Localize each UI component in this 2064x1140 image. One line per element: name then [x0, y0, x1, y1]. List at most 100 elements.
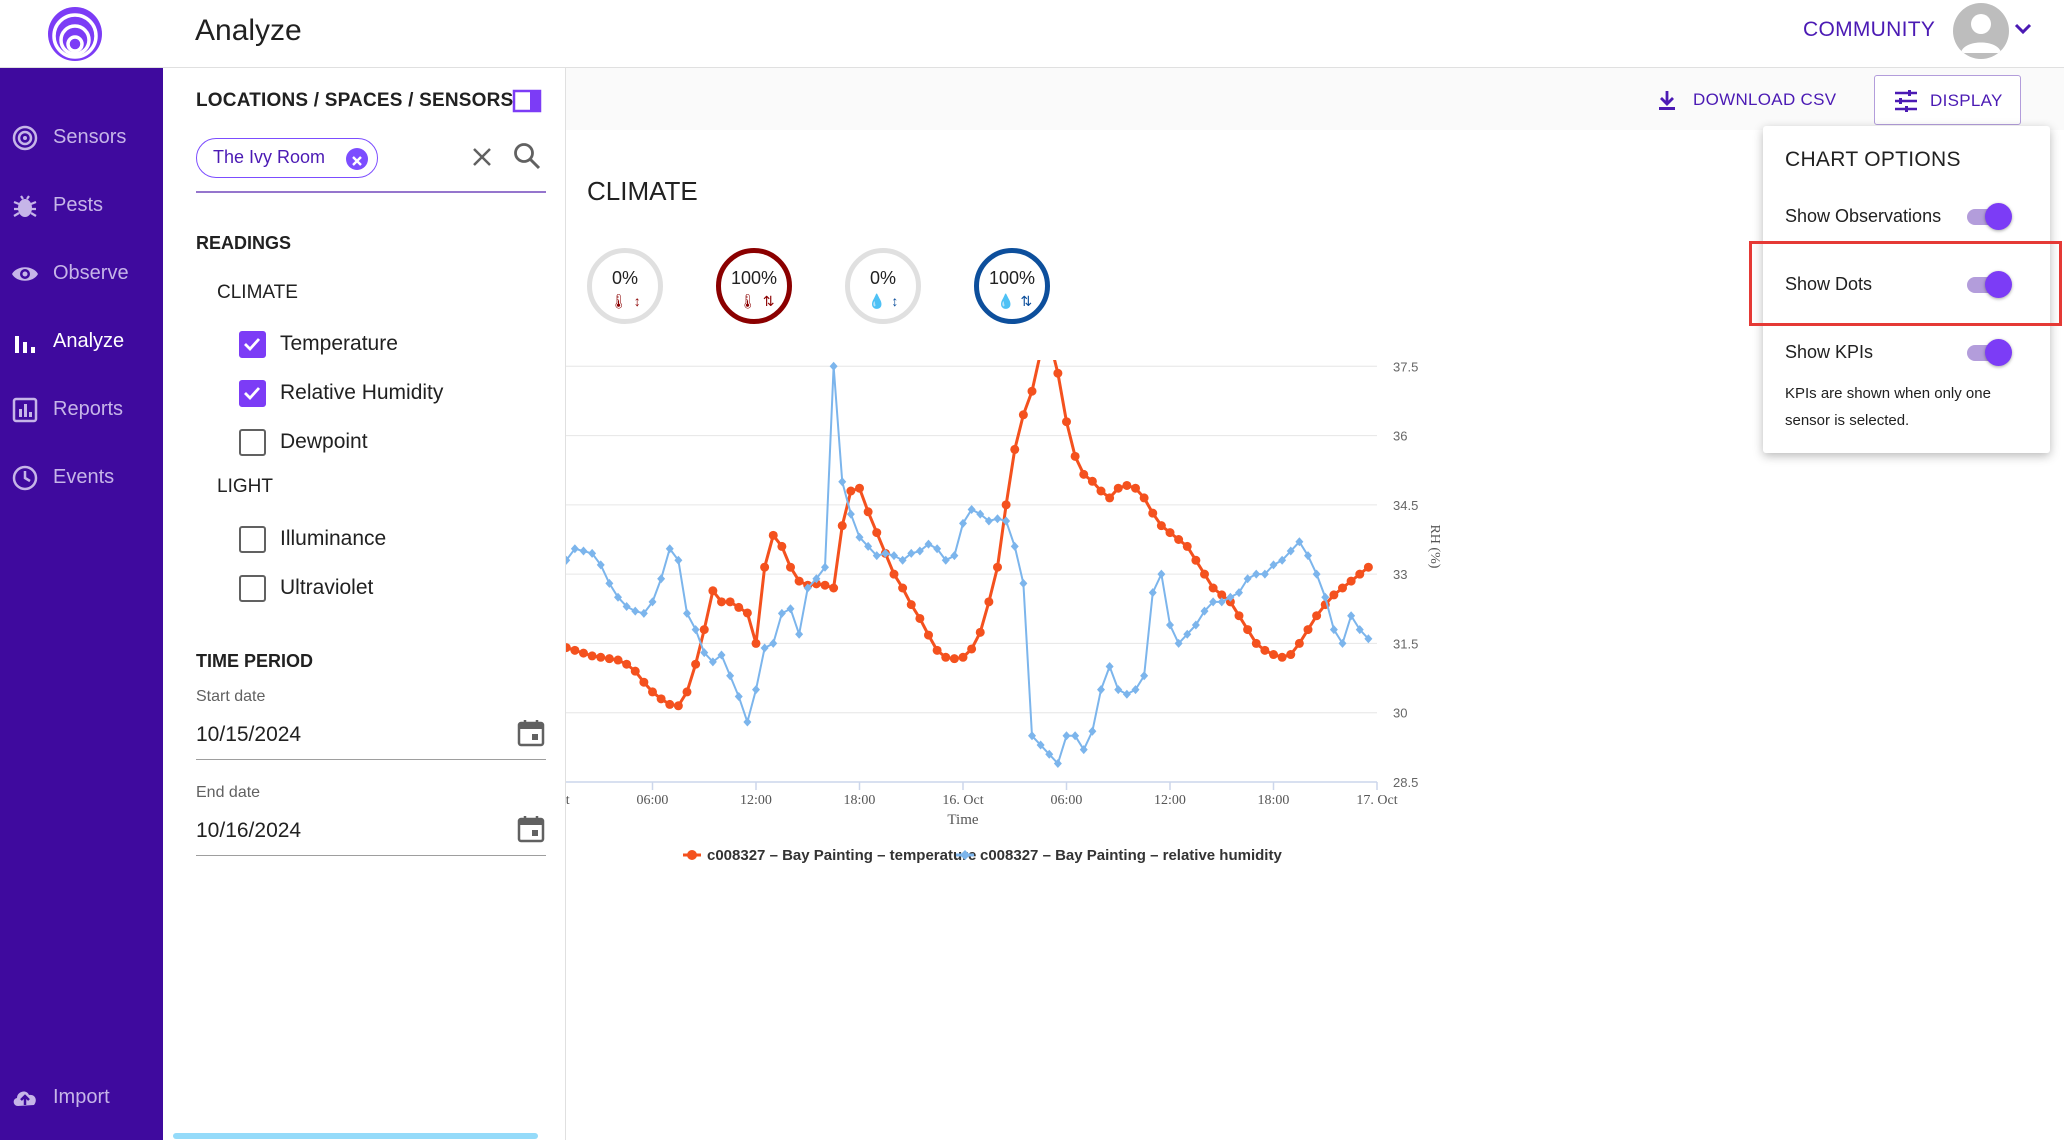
clear-icon[interactable] — [469, 144, 495, 170]
end-date-input[interactable]: 10/16/2024 — [196, 819, 302, 842]
humidity-point — [631, 606, 640, 616]
start-date-input[interactable]: 10/15/2024 — [196, 723, 302, 746]
location-chip[interactable]: The Ivy Room — [196, 138, 379, 178]
sidebar-item-observe[interactable]: Observe — [0, 250, 163, 296]
temperature-checkbox[interactable] — [239, 331, 266, 358]
temperature-point — [932, 645, 942, 655]
temperature-point — [734, 602, 744, 612]
temperature-point — [1010, 444, 1020, 454]
sidebar-item-reports[interactable]: Reports — [0, 386, 163, 432]
illuminance-label[interactable]: Illuminance — [280, 527, 387, 550]
temperature-point — [967, 644, 977, 654]
report-icon — [12, 397, 38, 423]
humidity-point — [570, 544, 579, 554]
temperature-point — [1243, 625, 1253, 635]
ultraviolet-checkbox[interactable] — [239, 575, 266, 602]
temperature-point — [872, 528, 882, 538]
user-avatar[interactable] — [1953, 3, 2009, 59]
relative-humidity-label[interactable]: Relative Humidity — [280, 381, 444, 404]
sidebar-item-sensors[interactable]: Sensors — [0, 114, 163, 160]
humidity-point — [864, 541, 873, 551]
humidity-point — [639, 608, 648, 618]
humidity-point — [717, 650, 726, 660]
temperature-point — [1087, 476, 1097, 486]
temperature-point — [829, 583, 839, 593]
temperature-point — [975, 627, 985, 637]
humidity-point — [1321, 592, 1330, 602]
thermometer-range-icon: 🌡↕ — [610, 293, 647, 309]
calendar-icon[interactable] — [516, 718, 546, 748]
temperature-point — [1217, 590, 1227, 600]
temperature-point — [579, 648, 588, 658]
download-csv-label: DOWNLOAD CSV — [1693, 90, 1837, 109]
humidity-point — [1260, 569, 1269, 579]
sidebar-item-analyze[interactable]: Analyze — [0, 318, 163, 364]
sidebar-item-events[interactable]: Events — [0, 454, 163, 500]
humidity-point — [933, 544, 942, 554]
temperature-point — [1208, 583, 1218, 593]
humidity-point — [821, 562, 829, 572]
end-date-underline — [196, 855, 546, 856]
chip-label: The Ivy Room — [213, 147, 326, 167]
temperature-point — [1113, 483, 1123, 493]
sidebar-item-pests[interactable]: Pests — [0, 182, 163, 228]
search-icon[interactable] — [512, 141, 542, 171]
temperature-point — [1251, 638, 1261, 648]
horizontal-scrollbar[interactable] — [173, 1133, 538, 1139]
temperature-point — [596, 652, 606, 662]
humidity-point — [1209, 597, 1218, 607]
illuminance-checkbox[interactable] — [239, 526, 266, 553]
calendar-icon[interactable] — [516, 814, 546, 844]
chevron-down-icon[interactable] — [2012, 18, 2034, 40]
x-tick-label: 15. Oct — [566, 793, 570, 808]
humidity-point — [769, 638, 778, 648]
humidity-point — [812, 574, 821, 584]
temperature-point — [898, 583, 908, 593]
show-observations-toggle[interactable] — [1965, 202, 2012, 230]
humidity-point — [898, 555, 907, 565]
chip-remove-icon[interactable] — [346, 148, 369, 170]
show-kpis-toggle[interactable] — [1965, 338, 2012, 366]
temperature-point — [751, 638, 761, 648]
panel-toggle-icon[interactable] — [512, 89, 542, 113]
temperature-point — [1234, 611, 1244, 621]
kpi-value: 100% — [988, 268, 1036, 288]
temperature-point — [1338, 583, 1347, 593]
kpi-note: KPIs are shown when only one sensor is s… — [1785, 385, 1991, 429]
humidity-point — [907, 548, 916, 558]
dewpoint-label[interactable]: Dewpoint — [280, 430, 368, 453]
show-dots-toggle[interactable] — [1965, 270, 2012, 298]
locations-title: LOCATIONS / SPACES / SENSORS — [196, 90, 514, 111]
humidity-point — [1286, 546, 1295, 556]
cloud-upload-icon — [13, 1091, 36, 1106]
temperature-point — [708, 586, 718, 596]
sidebar-item-label: Pests — [53, 194, 104, 216]
droplet-range-icon: 💧↕ — [868, 293, 905, 309]
temperature-point — [1096, 486, 1106, 496]
humidity-point — [1364, 634, 1373, 644]
ultraviolet-label[interactable]: Ultraviolet — [280, 576, 374, 599]
temperature-point — [1174, 535, 1184, 544]
y-right-tick-label: 31.5 — [1393, 636, 1418, 651]
humidity-point — [691, 625, 700, 635]
dewpoint-checkbox[interactable] — [239, 429, 266, 456]
humidity-point — [1010, 541, 1019, 551]
temperature-label[interactable]: Temperature — [280, 332, 398, 355]
temperature-point — [993, 562, 1002, 572]
humidity-point — [1036, 740, 1045, 750]
bug-icon — [13, 195, 37, 217]
sidebar-item-import[interactable]: Import — [0, 1074, 163, 1120]
filter-panel: LOCATIONS / SPACES / SENSORS The Ivy Roo… — [163, 68, 566, 1140]
display-button[interactable]: DISPLAY — [1874, 75, 2021, 125]
humidity-point — [993, 514, 1002, 524]
show-observations-label: Show Observations — [1785, 206, 1942, 226]
temperature-point — [906, 600, 916, 610]
humidity-point — [1174, 638, 1183, 648]
temperature-point — [1303, 625, 1313, 635]
temperature-point — [889, 569, 899, 579]
temperature-point — [566, 643, 571, 653]
relative-humidity-checkbox[interactable] — [239, 380, 266, 407]
community-link[interactable]: COMMUNITY — [1803, 18, 1936, 41]
humidity-point — [1269, 560, 1278, 570]
app-logo-icon[interactable] — [44, 4, 106, 64]
